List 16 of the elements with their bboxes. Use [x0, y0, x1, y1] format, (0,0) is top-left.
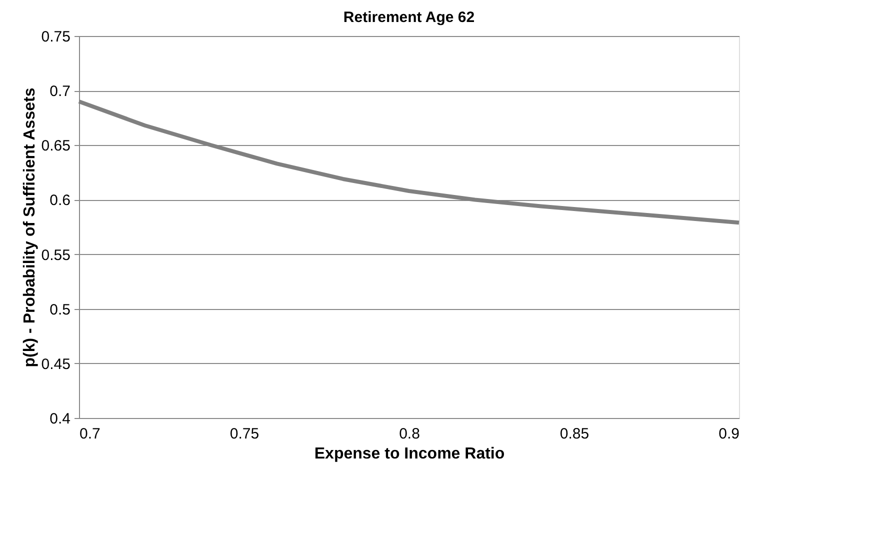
x-tick-label: 0.75	[230, 426, 260, 442]
y-tick-label: 0.75	[41, 28, 70, 46]
y-tick-label: 0.6	[50, 192, 70, 210]
chart-title: Retirement Age 62	[343, 9, 475, 26]
y-axis-title: p(k) - Probability of Sufficient Assets	[21, 88, 38, 368]
y-tick-label: 0.45	[41, 356, 70, 373]
x-axis-title: Expense to Income Ratio	[314, 446, 505, 462]
x-tick-label: 0.7	[80, 426, 100, 442]
x-tick-label: 0.8	[399, 426, 420, 442]
x-tick-label: 0.9	[718, 426, 740, 442]
y-tick-label: 0.65	[41, 138, 70, 155]
y-tick-label: 0.7	[50, 83, 70, 100]
y-tick-label: 0.5	[50, 301, 70, 318]
y-tick-label: 0.4	[50, 410, 70, 428]
x-tick-label: 0.85	[560, 426, 590, 442]
y-tick-label: 0.55	[41, 246, 70, 264]
